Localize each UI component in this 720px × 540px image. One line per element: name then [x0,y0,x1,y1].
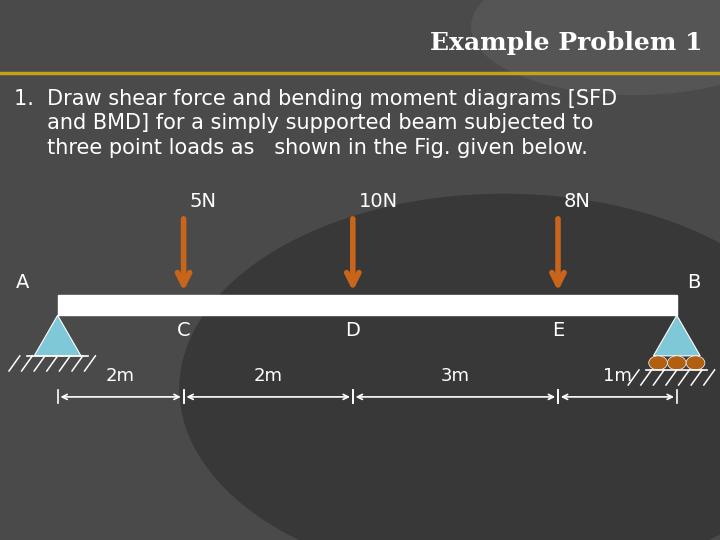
Ellipse shape [472,0,720,94]
Circle shape [667,356,686,370]
Text: A: A [15,273,29,292]
Text: Example Problem 1: Example Problem 1 [430,31,702,55]
Ellipse shape [180,194,720,540]
Circle shape [649,356,667,370]
Text: B: B [688,273,701,292]
Text: 2m: 2m [106,367,135,385]
Bar [58,295,677,315]
Text: 2m: 2m [253,367,283,385]
Text: 8N: 8N [564,192,590,211]
Text: E: E [552,321,564,340]
Polygon shape [654,315,700,356]
Text: and BMD] for a simply supported beam subjected to: and BMD] for a simply supported beam sub… [14,113,594,133]
Text: 1m: 1m [603,367,632,385]
Text: C: C [177,321,190,340]
Polygon shape [35,315,81,356]
Text: 10N: 10N [359,192,397,211]
Circle shape [686,356,705,370]
Text: D: D [346,321,360,340]
Text: three point loads as   shown in the Fig. given below.: three point loads as shown in the Fig. g… [14,138,588,158]
Text: 5N: 5N [189,192,217,211]
Text: 3m: 3m [441,367,470,385]
Text: 1.  Draw shear force and bending moment diagrams [SFD: 1. Draw shear force and bending moment d… [14,89,618,109]
